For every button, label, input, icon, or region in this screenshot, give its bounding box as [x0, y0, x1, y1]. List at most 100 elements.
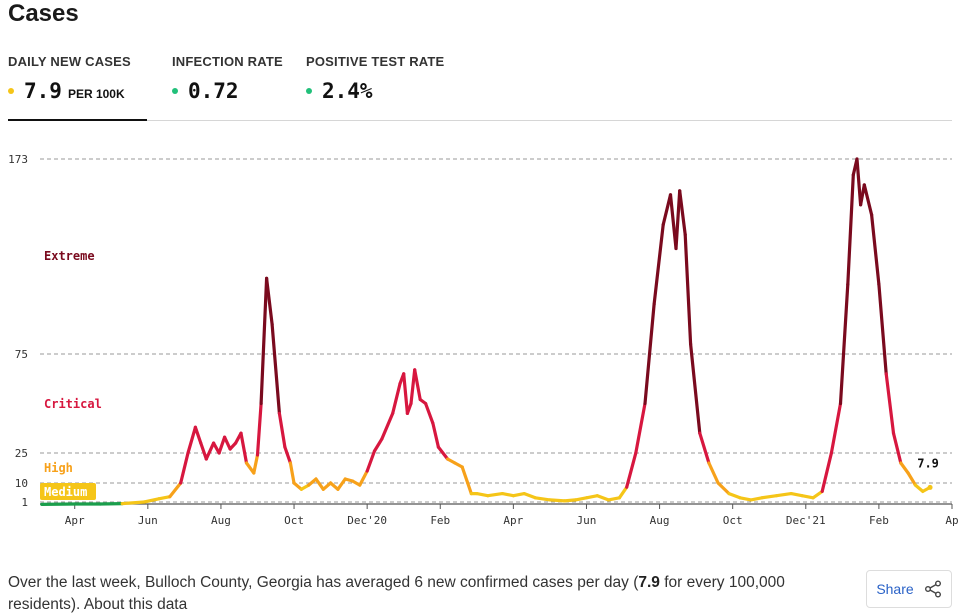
- page-title: Cases: [8, 0, 79, 28]
- series-segment: [654, 225, 663, 305]
- share-icon: [924, 580, 942, 598]
- series-segment: [375, 439, 382, 451]
- metric-unit: PER 100K: [68, 87, 125, 101]
- y-tick-label: 75: [15, 348, 28, 361]
- series-segment: [791, 494, 802, 496]
- x-tick-label: Dec'20: [347, 514, 387, 527]
- metric-label: DAILY NEW CASES: [8, 54, 147, 69]
- series-segment: [729, 494, 740, 498]
- series-segment: [513, 494, 524, 496]
- y-tick-label: 173: [8, 153, 28, 166]
- caption-value: 7.9: [638, 574, 660, 591]
- series-segment: [718, 483, 729, 494]
- series-segment: [709, 463, 718, 483]
- x-tick-label: Ap: [945, 514, 958, 527]
- series-segment: [415, 370, 421, 400]
- series-segment: [267, 278, 273, 324]
- series-segment: [685, 235, 690, 345]
- series-segment: [597, 496, 608, 500]
- metric-value: 0.72: [188, 79, 239, 103]
- series-segment: [206, 443, 213, 459]
- series-segment: [468, 483, 472, 494]
- x-tick-label: Aug: [650, 514, 670, 527]
- series-segment: [477, 494, 488, 496]
- series-segment: [901, 463, 908, 473]
- series-segment: [285, 447, 291, 463]
- series-segment: [751, 498, 762, 500]
- last-value-label: 7.9: [917, 456, 939, 470]
- x-tick-label: Apr: [503, 514, 523, 527]
- series-segment: [338, 479, 345, 489]
- risk-level-label: High: [44, 461, 73, 475]
- series-segment: [433, 423, 439, 447]
- series-segment: [841, 284, 848, 403]
- series-segment: [576, 498, 587, 500]
- series-segment: [777, 494, 792, 496]
- share-button[interactable]: Share: [866, 570, 952, 608]
- metric-label: POSITIVE TEST RATE: [306, 54, 456, 69]
- x-tick-label: Oct: [723, 514, 743, 527]
- series-segment: [404, 374, 408, 414]
- series-segment: [676, 191, 680, 249]
- metric-tabs: DAILY NEW CASES 7.9 PER 100K INFECTION RA…: [8, 54, 952, 121]
- status-dot-icon: [306, 88, 312, 94]
- risk-level-label: Medium: [44, 485, 87, 499]
- series-segment: [894, 433, 901, 463]
- series-segment: [290, 463, 294, 483]
- series-segment: [587, 496, 598, 498]
- x-tick-label: Jun: [577, 514, 597, 527]
- series-segment: [426, 404, 433, 424]
- risk-level-label: Critical: [44, 397, 102, 411]
- series-segment: [848, 175, 854, 285]
- series-segment: [122, 502, 144, 504]
- caption-text: Over the last week, Bulloch County, Geor…: [8, 574, 638, 591]
- series-segment: [382, 413, 393, 439]
- series-segment: [831, 404, 840, 454]
- y-tick-label: 1: [21, 496, 28, 509]
- series-segment: [254, 455, 258, 473]
- series-segment: [813, 491, 822, 497]
- x-tick-label: Jun: [138, 514, 158, 527]
- series-segment: [159, 497, 170, 499]
- series-segment: [680, 191, 686, 235]
- series-segment: [225, 437, 231, 449]
- series-segment: [550, 500, 565, 501]
- series-segment: [261, 278, 267, 403]
- y-tick-label: 10: [15, 477, 28, 490]
- series-segment: [627, 453, 636, 487]
- tab-daily-new-cases[interactable]: DAILY NEW CASES 7.9 PER 100K: [8, 54, 147, 121]
- x-tick-label: Aug: [211, 514, 231, 527]
- series-segment: [762, 496, 777, 498]
- series-segment: [181, 453, 188, 483]
- x-tick-label: Feb: [430, 514, 450, 527]
- risk-level-label: Extreme: [44, 249, 95, 263]
- series-segment: [170, 483, 181, 497]
- tab-infection-rate[interactable]: INFECTION RATE 0.72: [172, 54, 292, 119]
- series-segment: [462, 467, 468, 483]
- metric-value: 7.9: [24, 79, 62, 103]
- series-segment: [195, 427, 200, 443]
- metric-label: INFECTION RATE: [172, 54, 292, 69]
- last-data-point: [928, 485, 933, 490]
- about-data-link[interactable]: About this data: [84, 596, 187, 613]
- y-tick-label: 25: [15, 447, 28, 460]
- series-segment: [619, 487, 626, 498]
- status-dot-icon: [8, 88, 14, 94]
- series-segment: [864, 185, 871, 215]
- share-label: Share: [876, 581, 913, 597]
- series-segment: [822, 453, 831, 491]
- x-tick-label: Dec'21: [786, 514, 826, 527]
- series-segment: [279, 413, 285, 447]
- chart-caption: Over the last week, Bulloch County, Geor…: [8, 572, 808, 616]
- series-segment: [144, 499, 159, 502]
- series-segment: [188, 427, 195, 453]
- tab-positive-test-rate[interactable]: POSITIVE TEST RATE 2.4%: [306, 54, 456, 119]
- series-segment: [316, 479, 323, 489]
- series-segment: [565, 500, 576, 501]
- series-segment: [219, 437, 225, 453]
- series-segment: [241, 433, 247, 463]
- series-segment: [524, 494, 535, 498]
- series-segment: [201, 443, 207, 459]
- series-segment: [608, 498, 619, 500]
